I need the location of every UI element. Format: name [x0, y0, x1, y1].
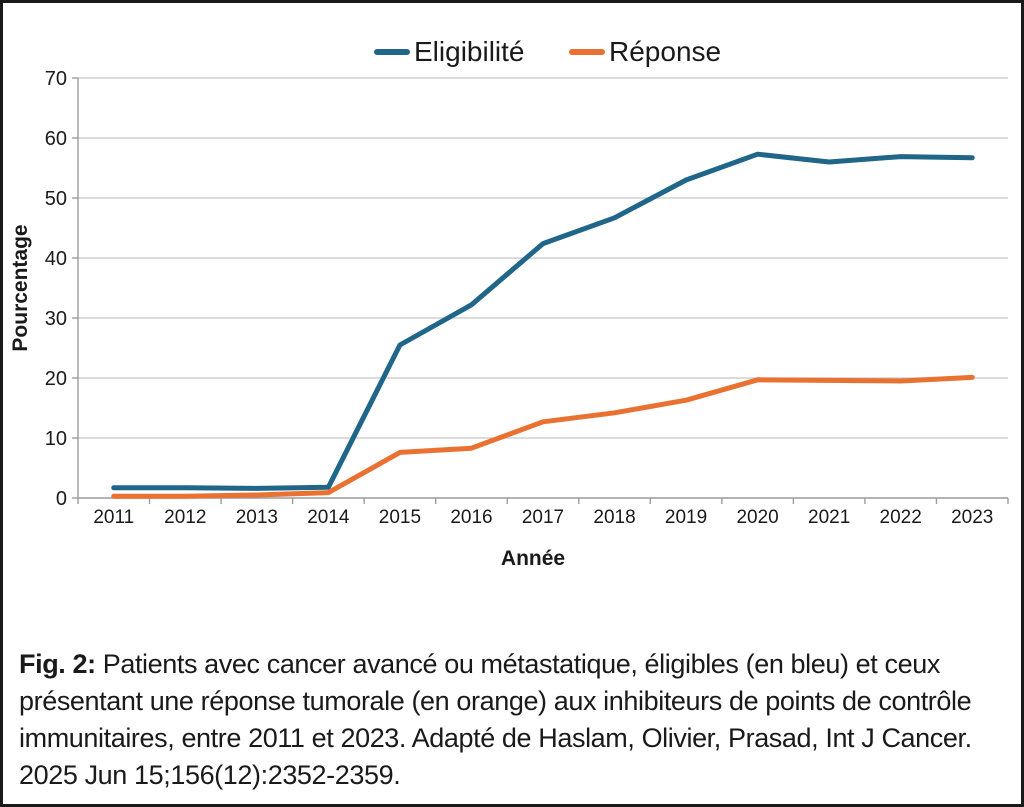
x-tick-label: 2018 — [593, 507, 635, 528]
legend-label-reponse: Réponse — [609, 36, 721, 67]
x-tick-label: 2014 — [307, 507, 350, 528]
x-tick-label: 2015 — [379, 507, 421, 528]
x-tick-label: 2022 — [880, 507, 922, 528]
y-tick-label: 20 — [45, 368, 67, 390]
x-tick-label: 2020 — [736, 507, 778, 528]
series-line-eligibilite — [111, 151, 975, 491]
y-tick-label: 10 — [45, 428, 67, 450]
y-tick-label: 70 — [45, 68, 67, 90]
x-tick-label: 2011 — [93, 507, 134, 528]
x-tick-label: 2013 — [236, 507, 278, 528]
series-line-reponse — [111, 374, 975, 499]
x-tick-label: 2023 — [951, 507, 993, 528]
y-tick-label: 0 — [56, 488, 67, 510]
y-tick-label: 40 — [45, 248, 67, 270]
y-tick-label: 50 — [45, 188, 67, 210]
x-tick-label: 2016 — [450, 507, 492, 528]
y-tick-label: 60 — [45, 128, 67, 150]
legend-label-eligibilite: Eligibilité — [414, 36, 525, 67]
x-tick-label: 2019 — [665, 507, 707, 528]
figure-caption: Fig. 2: Patients avec cancer avancé ou mé… — [19, 646, 1005, 794]
x-tick-label: 2012 — [164, 507, 206, 528]
figure-caption-text: Patients avec cancer avancé ou métastati… — [19, 649, 972, 790]
x-tick-label: 2017 — [522, 507, 564, 528]
x-axis-title: Année — [501, 547, 565, 570]
y-axis-title: Pourcentage — [9, 224, 32, 351]
x-tick-label: 2021 — [808, 507, 850, 528]
y-tick-label: 30 — [45, 308, 67, 330]
line-chart: 0 10 20 30 40 50 60 70 2011 2012 2013 2014 2015 2016 2… — [9, 36, 1009, 570]
figure-caption-label: Fig. 2: — [19, 649, 96, 679]
